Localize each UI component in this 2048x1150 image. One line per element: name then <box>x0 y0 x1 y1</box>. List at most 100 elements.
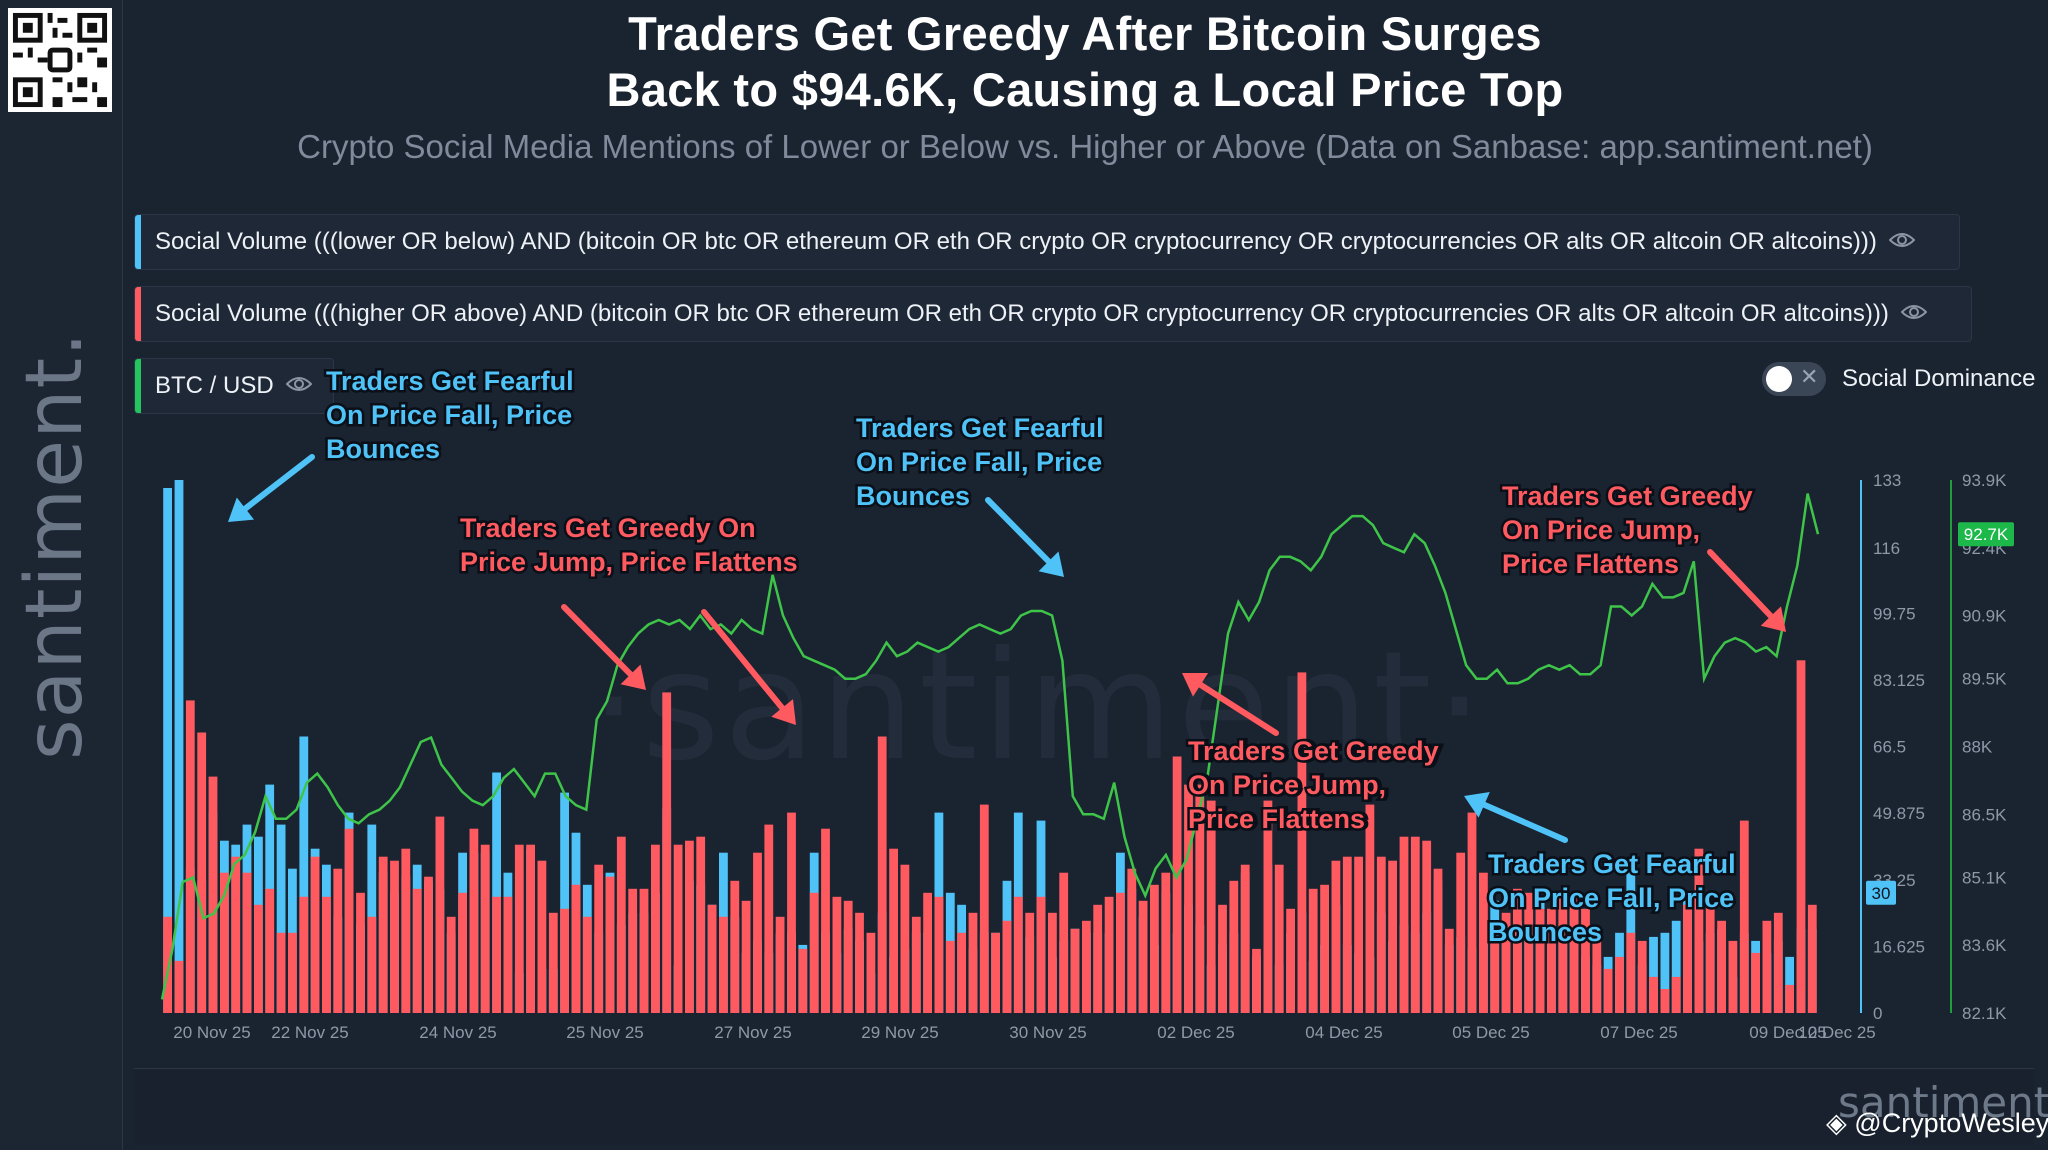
author-name: @CryptoWesley <box>1854 1108 2048 1138</box>
bar-higher <box>299 896 309 1013</box>
bar-higher <box>1025 912 1035 1013</box>
bar-higher <box>1751 952 1760 1013</box>
annotation-arrow <box>1707 549 1786 632</box>
eye-icon[interactable] <box>1900 300 1928 328</box>
bar-higher <box>1093 904 1103 1013</box>
bar-higher <box>1467 812 1477 1013</box>
y-right-tick: 93.9K <box>1962 471 2007 490</box>
bar-higher <box>1490 940 1500 1013</box>
bar-higher <box>1070 928 1080 1013</box>
series-higher-bars <box>163 660 1817 1013</box>
social-dominance-toggle[interactable]: ✕ Social Dominance <box>1762 362 2035 396</box>
bar-higher <box>911 916 921 1013</box>
bar-higher <box>1150 884 1159 1013</box>
bar-lower <box>1660 932 1670 1013</box>
bar-higher <box>945 940 955 1013</box>
y-right-tick: 86.5K <box>1962 805 2007 824</box>
arrow-head <box>620 664 646 690</box>
bar-higher <box>628 888 638 1013</box>
toggle-switch[interactable]: ✕ <box>1762 362 1826 396</box>
axis-x: 20 Nov 25 22 Nov 25 24 Nov 25 25 Nov 25 27 N… <box>173 1023 1876 1042</box>
bar-higher <box>1274 864 1284 1013</box>
annotation-red: Traders Get Greedy On Price Jump, Price Fl… <box>1186 734 1442 837</box>
bar-higher <box>174 960 184 1013</box>
bar-higher <box>662 692 672 1013</box>
annotation-arrow <box>985 497 1064 577</box>
bar-higher <box>1104 896 1114 1013</box>
legend-color-swatch <box>135 287 141 341</box>
arrow-shaft <box>701 609 786 711</box>
bar-higher <box>356 892 365 1013</box>
bar-higher <box>1501 912 1511 1013</box>
annotation-text: Traders Get Greedy <box>1502 481 1753 511</box>
bar-higher <box>1807 904 1817 1013</box>
bar-higher <box>1036 896 1046 1013</box>
x-tick: 20 Nov 25 <box>173 1023 251 1042</box>
bar-higher <box>1252 948 1261 1013</box>
bar-higher <box>889 848 898 1013</box>
annotation-arrow <box>561 604 646 690</box>
title-line-1: Traders Get Greedy After Bitcoin Surges <box>628 7 1542 60</box>
bar-lower <box>1671 920 1681 1013</box>
bar-higher <box>412 888 422 1013</box>
bar-higher <box>424 876 433 1013</box>
bar-higher <box>1649 976 1658 1013</box>
bar-higher <box>1388 860 1397 1013</box>
qr-code-graphic <box>8 8 112 112</box>
bar-higher <box>707 904 717 1013</box>
axis-right: 82.1K83.6K85.1K86.5K88K89.5K90.9K92.4K93… <box>1950 471 2007 1023</box>
annotation-red: Traders Get Greedy On Price Jump, Price Fl… <box>1500 479 1756 582</box>
bar-higher <box>322 896 331 1013</box>
y-right-tick: 89.5K <box>1962 670 2007 689</box>
author-credit: ◈ @CryptoWesley <box>1826 1108 2048 1139</box>
legend-item-btc-usd[interactable]: BTC / USD <box>134 358 334 414</box>
bar-higher <box>288 932 297 1013</box>
bar-higher <box>594 864 604 1013</box>
annotation-text: On Price Jump, <box>1190 770 1388 800</box>
bar-higher <box>526 844 535 1013</box>
subtitle: Crypto Social Media Mentions of Lower or… <box>297 128 1873 165</box>
bar-higher <box>673 844 683 1013</box>
bar-higher <box>582 916 592 1013</box>
bar-higher <box>1569 896 1579 1013</box>
legend-item-higher-above[interactable]: Social Volume (((higher OR above) AND (b… <box>134 286 1972 342</box>
annotation-text: Traders Get Greedy <box>1190 736 1441 766</box>
bar-higher <box>571 884 581 1013</box>
bar-higher <box>1660 989 1670 1013</box>
bar-higher <box>775 916 785 1013</box>
bar-higher <box>1342 856 1352 1013</box>
bar-higher <box>1161 872 1171 1013</box>
bar-higher <box>163 916 172 1013</box>
annotation-arrow <box>1182 673 1279 736</box>
bar-higher <box>1683 904 1692 1013</box>
timeline-navigator[interactable] <box>134 1068 2034 1145</box>
legend-item-lower-below[interactable]: Social Volume (((lower OR below) AND (bi… <box>134 214 1960 270</box>
bar-higher <box>1785 984 1794 1013</box>
eye-icon[interactable] <box>1888 228 1916 256</box>
annotation-red: Traders Get Greedy On Price Jump, Price F… <box>458 511 801 580</box>
y-right-tick: 83.6K <box>1962 936 2007 955</box>
x-tick: 04 Dec 25 <box>1305 1023 1383 1042</box>
bar-higher <box>1206 800 1216 1013</box>
x-tick: 29 Nov 25 <box>861 1023 939 1042</box>
price-badge-text: 92.7K <box>1964 525 2009 544</box>
annotation-arrow <box>701 609 796 725</box>
y-left-tick: 66.5 <box>1873 738 1906 757</box>
bar-higher <box>616 836 626 1013</box>
left-value-badge <box>1866 880 1896 905</box>
bar-higher <box>719 916 728 1013</box>
eye-icon[interactable] <box>285 372 313 400</box>
toggle-label: Social Dominance <box>1842 365 2036 392</box>
qr-code-icon[interactable] <box>8 8 112 112</box>
bar-higher <box>957 932 966 1013</box>
arrow-shaft <box>985 497 1052 565</box>
x-tick: 05 Dec 25 <box>1452 1023 1530 1042</box>
bar-higher <box>1013 896 1023 1013</box>
bar-higher <box>979 804 989 1013</box>
bar-higher <box>1626 932 1636 1013</box>
annotation-text: Price Flattens <box>1190 804 1367 834</box>
bar-higher <box>265 888 275 1013</box>
bar-higher <box>276 932 286 1013</box>
bar-higher <box>1286 908 1295 1013</box>
bar-higher <box>1354 856 1363 1013</box>
